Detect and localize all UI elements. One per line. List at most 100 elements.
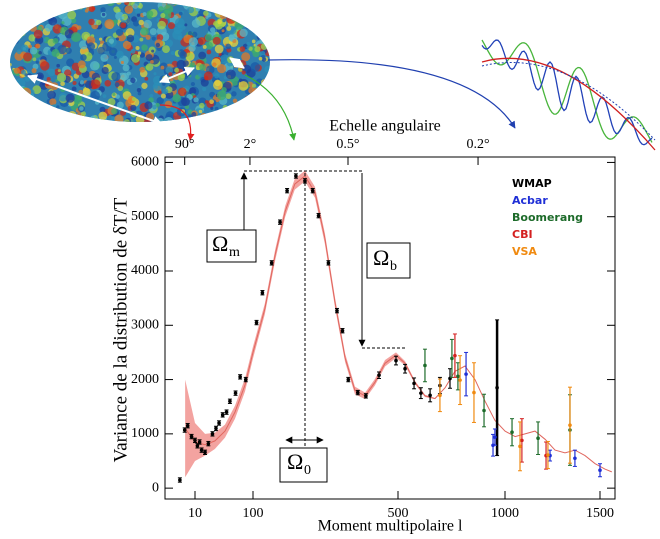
sky-spot xyxy=(33,2,43,10)
sky-spot xyxy=(241,99,247,105)
sky-spot xyxy=(230,109,238,117)
wave xyxy=(481,39,653,146)
sky-spot xyxy=(155,102,160,107)
data-point xyxy=(278,220,282,224)
sky-spot xyxy=(217,110,223,116)
annotation-sub: b xyxy=(390,259,397,274)
sky-spot xyxy=(182,60,189,67)
sky-spot xyxy=(153,84,158,89)
sky-spot xyxy=(60,2,65,7)
sky-spot xyxy=(216,2,226,6)
sky-spot xyxy=(246,41,251,46)
sky-spot xyxy=(90,2,94,7)
data-point xyxy=(364,394,368,398)
annotation-box xyxy=(206,229,257,263)
sky-spot xyxy=(56,63,61,68)
annotation-box xyxy=(279,447,328,483)
sky-spot xyxy=(139,37,144,42)
sky-spot xyxy=(246,2,256,7)
sky-spot xyxy=(10,110,20,121)
sky-spot xyxy=(126,34,135,43)
sky-spot xyxy=(238,81,249,91)
sky-spot xyxy=(216,90,227,101)
sky-spot xyxy=(22,3,32,13)
sky-spot xyxy=(157,20,166,30)
y-tick-label: 3000 xyxy=(131,318,159,333)
sky-spot xyxy=(265,23,270,31)
sky-spot xyxy=(40,103,51,114)
sky-spot xyxy=(174,17,185,28)
data-point xyxy=(510,430,514,435)
annotation: Ω xyxy=(212,231,228,256)
top-tick-label: 0.2° xyxy=(466,137,489,152)
sky-spot xyxy=(149,94,154,98)
sky-spot xyxy=(41,4,45,8)
link-arrow xyxy=(244,74,297,141)
sky-spot xyxy=(221,29,225,33)
sky-spot xyxy=(210,27,216,33)
sky-spot xyxy=(10,97,19,107)
sky-spot xyxy=(260,18,267,25)
sky-spot xyxy=(22,3,27,8)
sky-spot xyxy=(48,16,58,26)
sky-spot xyxy=(187,6,195,14)
sky-spot xyxy=(56,3,65,12)
sky-spot xyxy=(246,23,252,29)
sky-spot xyxy=(28,9,37,18)
sky-spot xyxy=(120,22,127,29)
data-point xyxy=(310,188,315,193)
sky-spot xyxy=(208,112,216,121)
sky-spot xyxy=(74,2,82,8)
annotation-sub: 0 xyxy=(304,463,311,478)
link-arrow xyxy=(159,104,195,141)
sky-spot xyxy=(78,116,82,120)
sky-spot xyxy=(67,114,77,122)
sky-spot xyxy=(137,51,142,55)
data-point xyxy=(189,434,194,439)
sky-spot xyxy=(202,2,208,6)
sky-spot xyxy=(21,69,26,75)
data-point xyxy=(199,448,204,452)
sky-spot xyxy=(240,110,245,116)
sky-spot xyxy=(238,13,243,19)
sky-spot xyxy=(10,101,14,108)
sky-spot xyxy=(217,19,222,25)
sky-spot xyxy=(23,52,33,62)
top-tick-label: 2° xyxy=(244,137,257,152)
sky-spot xyxy=(246,16,256,25)
x-tick-label: 100 xyxy=(243,506,264,521)
legend-label: WMAP xyxy=(512,177,552,190)
sky-spot xyxy=(10,85,21,96)
sky-spot xyxy=(38,51,42,55)
sky-spot xyxy=(142,12,147,17)
sky-spot xyxy=(80,54,87,61)
data-point xyxy=(438,393,442,398)
sky-spot xyxy=(32,63,39,70)
annotation-sub: m xyxy=(229,245,240,260)
sky-spot xyxy=(173,26,182,35)
sky-spot xyxy=(225,93,232,100)
sky-spot xyxy=(100,7,106,13)
sky-spot xyxy=(19,91,25,97)
sky-spot xyxy=(115,94,120,99)
sky-spot xyxy=(172,94,181,103)
sky-spot xyxy=(67,10,77,20)
sky-spot xyxy=(165,39,174,48)
sky-spot xyxy=(264,41,268,46)
sky-spot xyxy=(164,100,173,109)
data-point xyxy=(233,391,238,395)
sky-spot xyxy=(86,36,96,45)
data-point xyxy=(185,423,190,428)
sky-spot xyxy=(243,8,252,17)
sky-spot xyxy=(205,41,213,50)
sky-spot xyxy=(44,109,51,116)
sky-spot xyxy=(241,70,246,75)
sky-spot xyxy=(167,22,175,30)
sky-spot xyxy=(163,4,174,14)
sky-spot xyxy=(246,2,256,8)
sky-spot xyxy=(21,94,26,100)
data-point xyxy=(203,450,207,455)
sky-spot xyxy=(88,18,95,26)
sky-spot xyxy=(264,97,269,102)
sky-spot xyxy=(177,87,187,97)
